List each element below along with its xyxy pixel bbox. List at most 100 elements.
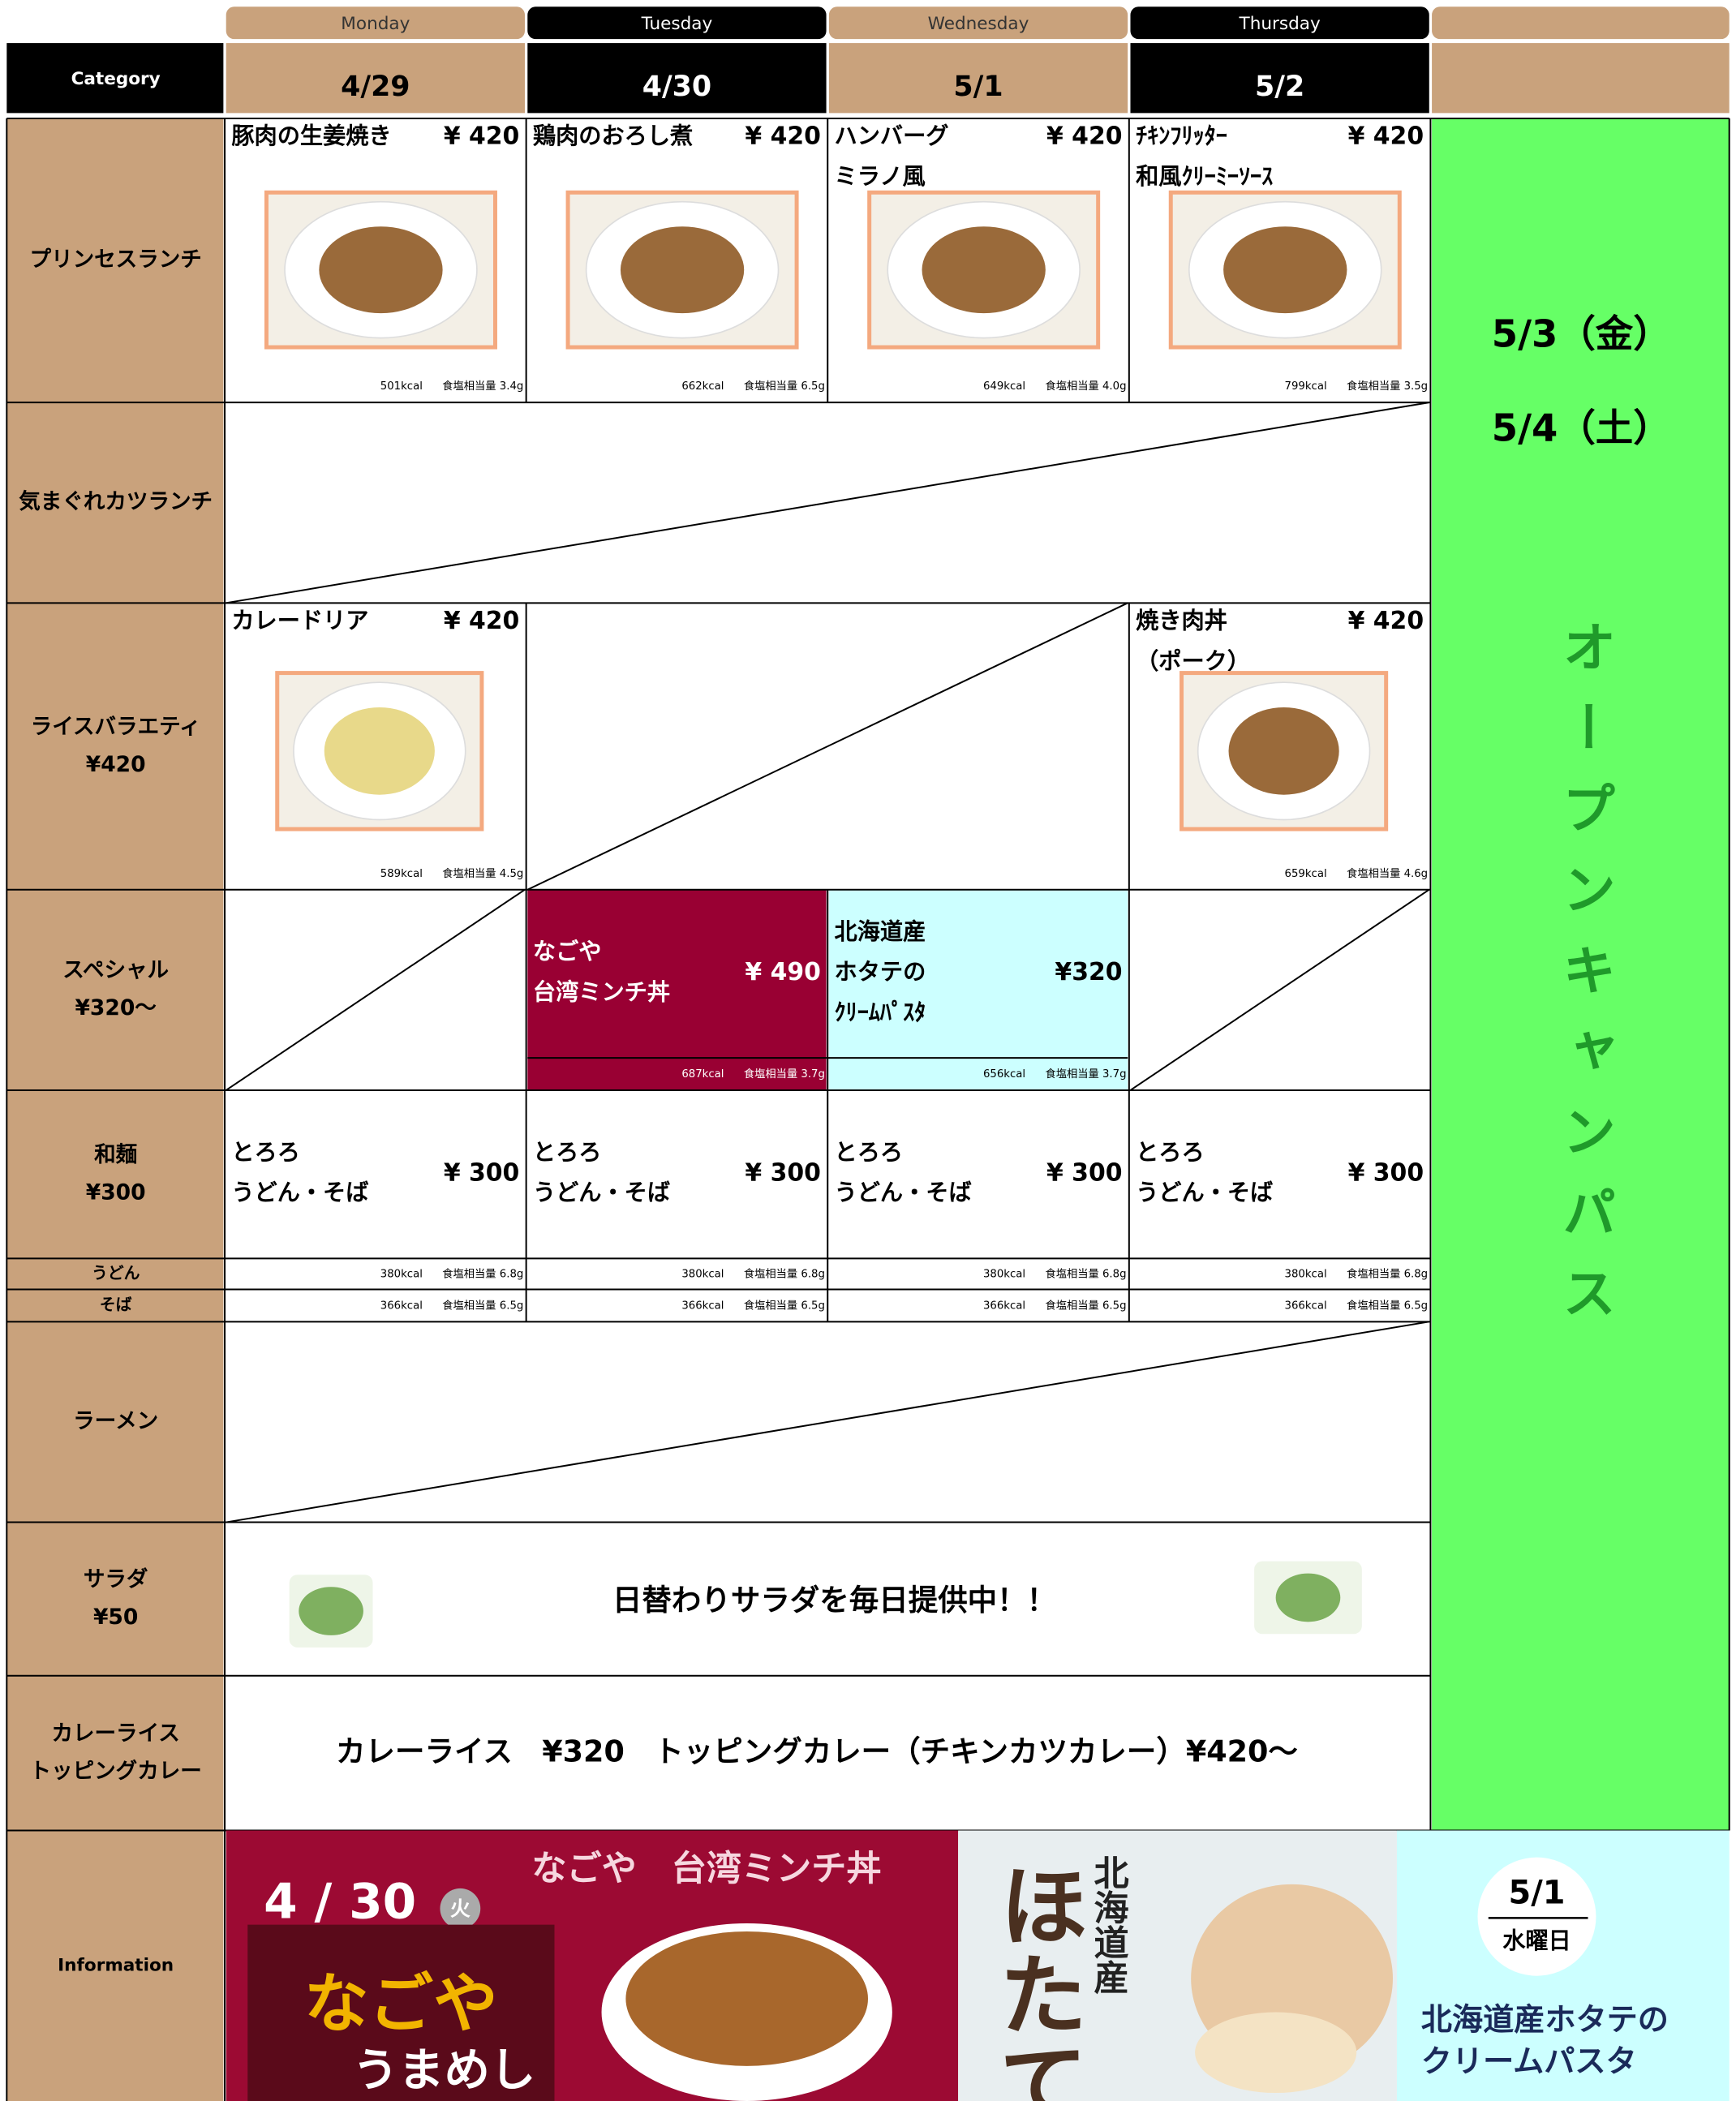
- item-name: 鶏肉のおろし煮: [533, 122, 693, 149]
- closed-event: オープンキャンパス: [1553, 619, 1617, 1346]
- salt: 食塩相当量 6.5g: [744, 379, 825, 393]
- logo-box: [247, 1924, 555, 2101]
- salt: 食塩相当量 3.7g: [1045, 1067, 1126, 1081]
- category-label: ¥50: [93, 1605, 138, 1630]
- item-name: ハンバーグ: [835, 122, 949, 149]
- diagonal: [226, 888, 526, 1091]
- kcal: 366kcal: [1285, 1300, 1327, 1312]
- day-name: Thursday: [1239, 14, 1321, 34]
- item-name: うどん・そば: [835, 1179, 973, 1206]
- banner-date: 4 / 30: [264, 1874, 416, 1930]
- weekday-badge: [440, 1888, 481, 1929]
- kcal: 366kcal: [681, 1300, 724, 1312]
- category-label: ¥300: [86, 1179, 146, 1205]
- salt: 食塩相当量 6.8g: [1045, 1266, 1126, 1280]
- item-name: ミラノ風: [835, 163, 926, 190]
- day-tab: [828, 6, 1128, 40]
- salt: 食塩相当量 3.4g: [442, 379, 523, 393]
- category-label: ¥320～: [75, 995, 156, 1020]
- category-label: サラダ: [84, 1566, 148, 1592]
- category-label: 和麺: [94, 1142, 137, 1167]
- salt: 食塩相当量 6.8g: [442, 1266, 523, 1280]
- item-price: ¥ 420: [745, 122, 821, 151]
- item-name: うどん・そば: [533, 1179, 671, 1206]
- salad: [1275, 1573, 1341, 1622]
- day-name: Tuesday: [641, 14, 713, 34]
- category-label: ライスバラエティ: [31, 714, 201, 739]
- item-name: （ポーク）: [1136, 647, 1250, 674]
- date: 5/1: [953, 71, 1003, 103]
- item-name: とろろ: [533, 1139, 602, 1166]
- item-price: ¥ 420: [444, 122, 520, 151]
- item-price: ¥ 300: [745, 1158, 821, 1187]
- salt: 食塩相当量 4.5g: [442, 866, 523, 880]
- day-tab: [527, 6, 827, 40]
- item-price: ¥ 420: [444, 607, 520, 635]
- salad: [299, 1587, 363, 1635]
- item-price: ¥ 420: [1348, 122, 1424, 151]
- day-tab: [226, 6, 525, 40]
- diagonal: [526, 602, 1128, 891]
- item-name: ﾁｷﾝﾌﾘｯﾀｰ: [1136, 122, 1227, 149]
- date: 4/29: [341, 71, 410, 103]
- salt: 食塩相当量 6.5g: [1045, 1298, 1126, 1312]
- kcal: 380kcal: [983, 1268, 1025, 1280]
- kcal: 366kcal: [380, 1300, 423, 1312]
- shell: [1195, 2012, 1357, 2094]
- category-label: プリンセスランチ: [30, 247, 202, 273]
- date-blank: [1432, 43, 1730, 114]
- item-price: ¥ 420: [1348, 607, 1424, 635]
- salt: 食塩相当量 3.7g: [744, 1067, 825, 1081]
- category-header: [6, 43, 224, 114]
- hotate-origin: 北海道産: [1088, 1854, 1129, 1995]
- item-name: カレードリア: [231, 608, 368, 634]
- item-name: 北海道産: [835, 918, 926, 945]
- item-price: ¥ 300: [1046, 1158, 1123, 1187]
- category-label: カレーライス: [51, 1721, 179, 1746]
- tab-blank: [1432, 6, 1730, 40]
- kcal: 656kcal: [983, 1068, 1025, 1081]
- item-price: ¥ 300: [1348, 1158, 1424, 1187]
- pasta-text: 北海道産ホタテの: [1421, 2002, 1669, 2038]
- item-price: ¥ 300: [444, 1158, 520, 1187]
- item-name: ホタテの: [835, 959, 926, 986]
- item-price: ¥320: [1055, 958, 1122, 986]
- category-title: Category: [71, 69, 161, 89]
- closed-date: 5/3（金）: [1492, 311, 1671, 355]
- kcal: 687kcal: [681, 1068, 724, 1081]
- food: [324, 707, 435, 795]
- item-name: ｸﾘｰﾑﾊﾟｽﾀ: [835, 999, 926, 1025]
- food: [319, 226, 443, 314]
- food: [620, 226, 745, 314]
- kcal: 662kcal: [681, 380, 724, 393]
- item-name: 和風ｸﾘｰﾐｰｿｰｽ: [1136, 163, 1273, 190]
- bowl-food: [625, 1931, 868, 2066]
- salt: 食塩相当量 6.5g: [744, 1298, 825, 1312]
- item-name: とろろ: [1136, 1139, 1205, 1166]
- kcal: 659kcal: [1285, 868, 1327, 880]
- kcal: 380kcal: [380, 1268, 423, 1280]
- category-label: 気まぐれカツランチ: [19, 489, 213, 514]
- row-text: カレーライス ¥320 トッピングカレー（チキンカツカレー）¥420～: [336, 1734, 1298, 1769]
- category-label: ¥420: [86, 752, 146, 777]
- special-bg: [828, 889, 1128, 1090]
- date-cell: [527, 43, 827, 114]
- category-label: Information: [58, 1955, 174, 1975]
- salt: 食塩相当量 6.8g: [1347, 1266, 1428, 1280]
- banner-weekday: 火: [450, 1897, 471, 1920]
- food: [1223, 226, 1347, 314]
- date: 4/30: [642, 71, 711, 103]
- day-name: Wednesday: [928, 14, 1029, 34]
- pasta-weekday: 水曜日: [1502, 1927, 1571, 1954]
- salt: 食塩相当量 6.8g: [744, 1266, 825, 1280]
- diagonal: [226, 402, 1429, 604]
- category-label: そば: [100, 1295, 132, 1314]
- special-bg: [527, 889, 827, 1090]
- pasta-date: 5/1: [1509, 1875, 1566, 1912]
- kcal: 380kcal: [681, 1268, 724, 1280]
- banner-logo-sub: うまめし: [353, 2044, 536, 2097]
- salt: 食塩相当量 3.5g: [1347, 379, 1428, 393]
- pasta-text: クリームパスタ: [1421, 2043, 1637, 2079]
- day-tab: [1130, 6, 1429, 40]
- food: [922, 226, 1046, 314]
